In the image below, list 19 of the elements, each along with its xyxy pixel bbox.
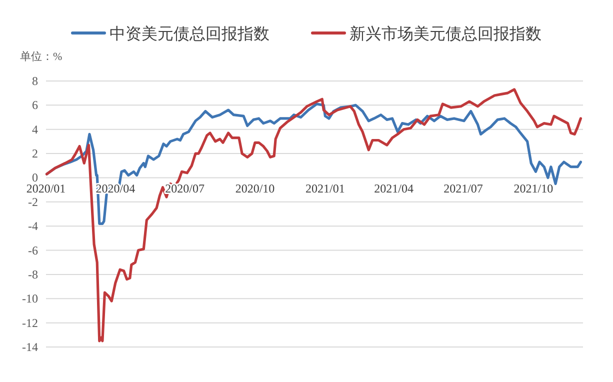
y-tick-label: 8	[32, 74, 38, 88]
x-tick-label: 2021/10	[514, 182, 554, 196]
y-tick-label: 4	[32, 122, 38, 136]
legend-label: 新兴市场美元债总回报指数	[350, 25, 542, 43]
x-tick-label: 2021/07	[444, 182, 483, 196]
x-tick-label: 2021/04	[374, 182, 414, 196]
y-tick-label: -12	[22, 316, 38, 330]
legend-label: 中资美元债总回报指数	[110, 25, 270, 43]
text: 单位：%	[20, 50, 62, 63]
x-tick-label: 2021/01	[306, 182, 345, 196]
y-tick-label: -8	[28, 267, 38, 282]
y-tick-label: -4	[28, 219, 38, 234]
y-tick-label: 2	[32, 146, 38, 161]
y-tick-label: 6	[32, 98, 38, 112]
y-tick-label: -10	[22, 292, 38, 306]
y-tick-label: -2	[28, 194, 38, 209]
x-tick-label: 2020/10	[235, 182, 275, 196]
y-tick-label: -14	[22, 340, 38, 354]
y-tick-label: -6	[28, 243, 38, 258]
